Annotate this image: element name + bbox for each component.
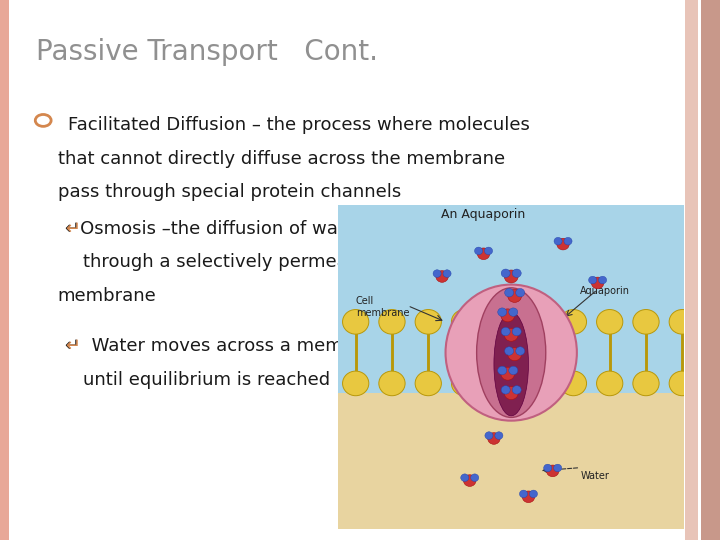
Text: Aquaporin: Aquaporin (580, 286, 630, 296)
Text: ↵  Water moves across a membrane: ↵ Water moves across a membrane (65, 337, 395, 355)
Circle shape (504, 328, 518, 341)
Circle shape (544, 464, 552, 472)
FancyBboxPatch shape (0, 0, 9, 540)
Circle shape (508, 289, 521, 302)
Circle shape (524, 371, 550, 396)
Circle shape (487, 309, 514, 334)
Circle shape (451, 309, 477, 334)
FancyBboxPatch shape (338, 393, 684, 529)
Circle shape (415, 371, 441, 396)
Circle shape (522, 491, 535, 503)
Circle shape (485, 432, 493, 440)
Circle shape (509, 308, 518, 316)
Circle shape (508, 348, 521, 361)
Ellipse shape (494, 312, 528, 416)
FancyBboxPatch shape (338, 205, 684, 393)
Text: that cannot directly diffuse across the membrane: that cannot directly diffuse across the … (58, 150, 505, 167)
Ellipse shape (446, 285, 577, 421)
Circle shape (343, 371, 369, 396)
Text: Passive Transport   Cont.: Passive Transport Cont. (36, 38, 378, 66)
Text: Water: Water (580, 471, 609, 481)
Circle shape (524, 309, 550, 334)
Circle shape (487, 433, 500, 444)
Circle shape (501, 386, 510, 394)
Circle shape (498, 308, 507, 316)
Circle shape (451, 371, 477, 396)
Circle shape (379, 371, 405, 396)
FancyBboxPatch shape (701, 0, 720, 540)
Circle shape (501, 269, 510, 278)
Text: membrane: membrane (58, 287, 156, 305)
Text: Facilitated Diffusion – the process where molecules: Facilitated Diffusion – the process wher… (68, 116, 530, 134)
Circle shape (546, 465, 559, 477)
Circle shape (669, 371, 696, 396)
Circle shape (560, 371, 587, 396)
Circle shape (669, 309, 696, 334)
Circle shape (554, 238, 562, 245)
Circle shape (461, 474, 469, 482)
Circle shape (504, 270, 518, 283)
Circle shape (633, 371, 659, 396)
Circle shape (505, 288, 513, 297)
Circle shape (512, 269, 521, 278)
Text: ↵Osmosis –the diffusion of water: ↵Osmosis –the diffusion of water (65, 220, 364, 238)
Circle shape (415, 309, 441, 334)
Ellipse shape (477, 288, 546, 417)
Circle shape (597, 309, 623, 334)
Circle shape (564, 238, 572, 245)
Circle shape (512, 327, 521, 336)
Circle shape (474, 247, 482, 255)
Circle shape (516, 347, 525, 355)
Circle shape (633, 309, 659, 334)
Circle shape (597, 371, 623, 396)
Circle shape (560, 309, 587, 334)
Text: pass through special protein channels: pass through special protein channels (58, 183, 401, 201)
Circle shape (498, 366, 507, 375)
FancyBboxPatch shape (685, 0, 698, 540)
Circle shape (591, 277, 604, 289)
Circle shape (379, 309, 405, 334)
Circle shape (509, 366, 518, 375)
Text: Cell
membrane: Cell membrane (356, 296, 409, 318)
Text: ↵: ↵ (65, 337, 80, 355)
Circle shape (436, 271, 449, 282)
Circle shape (443, 270, 451, 278)
Circle shape (485, 247, 492, 255)
Circle shape (464, 475, 476, 487)
Circle shape (504, 387, 518, 400)
Circle shape (516, 288, 525, 297)
Circle shape (588, 276, 597, 284)
Circle shape (487, 371, 514, 396)
Text: through a selectively permeable: through a selectively permeable (83, 253, 375, 272)
Text: An Aquaporin: An Aquaporin (441, 208, 526, 221)
Circle shape (598, 276, 607, 284)
Circle shape (343, 309, 369, 334)
Circle shape (501, 367, 515, 380)
Circle shape (501, 327, 510, 336)
Circle shape (477, 248, 490, 260)
Text: ↵: ↵ (65, 220, 80, 238)
Circle shape (505, 347, 513, 355)
Circle shape (471, 474, 479, 482)
Circle shape (501, 309, 515, 322)
Circle shape (529, 490, 538, 498)
Text: until equilibrium is reached: until equilibrium is reached (83, 370, 330, 389)
Circle shape (512, 386, 521, 394)
Circle shape (433, 270, 441, 278)
Circle shape (557, 238, 570, 250)
Circle shape (519, 490, 528, 498)
Circle shape (495, 432, 503, 440)
Circle shape (554, 464, 562, 472)
